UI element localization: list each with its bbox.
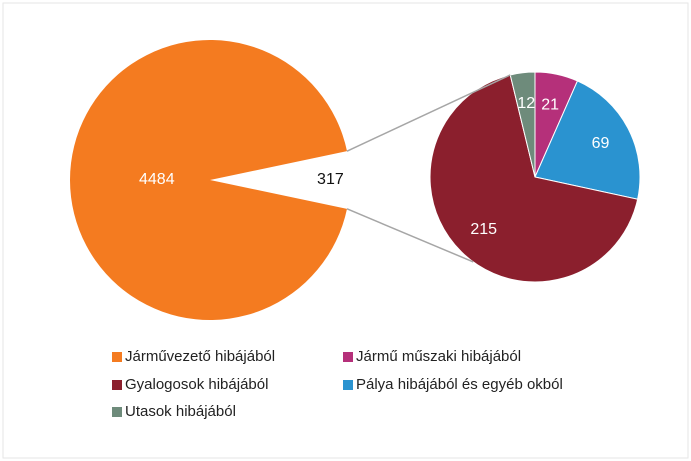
legend-label: Járművezető hibájából: [125, 348, 275, 365]
legend-label: Gyalogosok hibájából: [125, 376, 268, 393]
legend-swatch: [112, 407, 122, 417]
data-label: 215: [470, 221, 497, 238]
legend-label: Pálya hibájából és egyéb okból: [356, 376, 563, 393]
data-label: 69: [592, 135, 610, 152]
pie-slice: [534, 80, 641, 200]
data-label: 12: [517, 95, 535, 112]
pie-slice: [509, 71, 536, 178]
data-label: 4484: [139, 171, 175, 188]
legend-swatch: [343, 352, 353, 362]
legend-label: Utasok hibájából: [125, 403, 236, 420]
pie-slice: [429, 74, 639, 283]
legend-swatch: [112, 380, 122, 390]
data-label: 21: [541, 96, 559, 113]
connector: [346, 208, 474, 263]
legend-label: Jármű műszaki hibájából: [356, 348, 521, 365]
connector: [346, 74, 511, 152]
legend-swatch: [112, 352, 122, 362]
pie-slice: [69, 40, 347, 321]
data-label: 317: [317, 171, 344, 188]
legend-swatch: [343, 380, 353, 390]
